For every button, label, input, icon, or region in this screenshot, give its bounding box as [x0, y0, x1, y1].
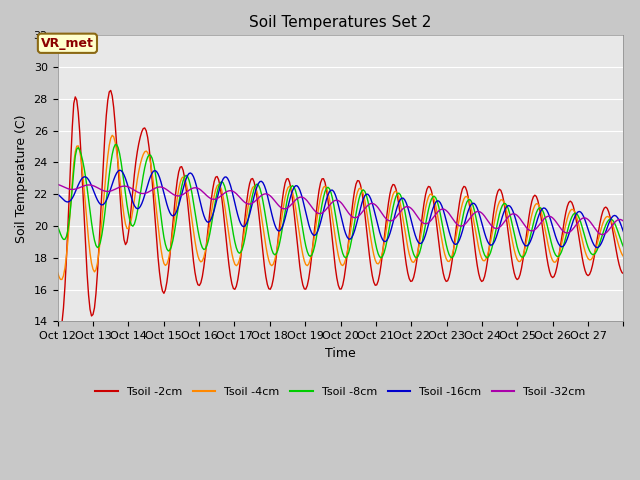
Line: Tsoil -8cm: Tsoil -8cm: [58, 144, 623, 258]
Tsoil -2cm: [618, 270, 626, 276]
Tsoil -2cm: [74, 109, 82, 115]
Tsoil -4cm: [620, 254, 627, 260]
Tsoil -4cm: [544, 242, 552, 248]
Tsoil -2cm: [544, 262, 552, 268]
Tsoil -4cm: [74, 143, 82, 149]
Tsoil -16cm: [618, 225, 626, 230]
Tsoil -4cm: [348, 221, 355, 227]
Tsoil -32cm: [54, 181, 61, 187]
Text: VR_met: VR_met: [41, 37, 94, 50]
Tsoil -32cm: [91, 183, 99, 189]
Tsoil -32cm: [599, 232, 607, 238]
Line: Tsoil -4cm: Tsoil -4cm: [58, 135, 623, 279]
Tsoil -32cm: [541, 215, 549, 221]
Tsoil -16cm: [459, 228, 467, 234]
Tsoil -16cm: [91, 190, 99, 196]
Y-axis label: Soil Temperature (C): Soil Temperature (C): [15, 114, 28, 242]
Tsoil -8cm: [113, 142, 120, 147]
Tsoil -32cm: [617, 216, 625, 222]
Tsoil -8cm: [544, 227, 552, 232]
X-axis label: Time: Time: [325, 347, 356, 360]
Tsoil -8cm: [620, 244, 627, 250]
Tsoil -4cm: [460, 196, 468, 202]
Tsoil -32cm: [620, 218, 627, 224]
Tsoil -16cm: [54, 191, 61, 197]
Title: Soil Temperatures Set 2: Soil Temperatures Set 2: [250, 15, 432, 30]
Legend: Tsoil -2cm, Tsoil -4cm, Tsoil -8cm, Tsoil -16cm, Tsoil -32cm: Tsoil -2cm, Tsoil -4cm, Tsoil -8cm, Tsoi…: [91, 383, 590, 401]
Tsoil -32cm: [73, 186, 81, 192]
Tsoil -8cm: [54, 223, 61, 229]
Tsoil -16cm: [116, 168, 124, 173]
Tsoil -8cm: [91, 237, 99, 243]
Tsoil -4cm: [618, 252, 626, 257]
Tsoil -2cm: [54, 326, 61, 332]
Tsoil -4cm: [57, 276, 65, 282]
Tsoil -2cm: [107, 87, 115, 93]
Tsoil -16cm: [593, 245, 601, 251]
Tsoil -4cm: [92, 267, 100, 273]
Tsoil -16cm: [620, 229, 627, 235]
Tsoil -8cm: [73, 146, 81, 152]
Tsoil -2cm: [620, 271, 627, 276]
Tsoil -2cm: [92, 291, 100, 297]
Tsoil -32cm: [457, 223, 465, 229]
Tsoil -4cm: [108, 132, 116, 138]
Tsoil -16cm: [73, 186, 81, 192]
Tsoil -2cm: [460, 183, 468, 189]
Tsoil -8cm: [348, 237, 355, 243]
Tsoil -16cm: [346, 236, 354, 242]
Tsoil -16cm: [543, 207, 550, 213]
Line: Tsoil -2cm: Tsoil -2cm: [58, 90, 623, 333]
Tsoil -2cm: [348, 210, 355, 216]
Tsoil -8cm: [342, 255, 349, 261]
Tsoil -2cm: [55, 330, 63, 336]
Line: Tsoil -32cm: Tsoil -32cm: [58, 184, 623, 235]
Tsoil -8cm: [618, 240, 626, 246]
Tsoil -4cm: [54, 269, 61, 275]
Tsoil -32cm: [345, 210, 353, 216]
Tsoil -8cm: [460, 209, 468, 215]
Line: Tsoil -16cm: Tsoil -16cm: [58, 170, 623, 248]
